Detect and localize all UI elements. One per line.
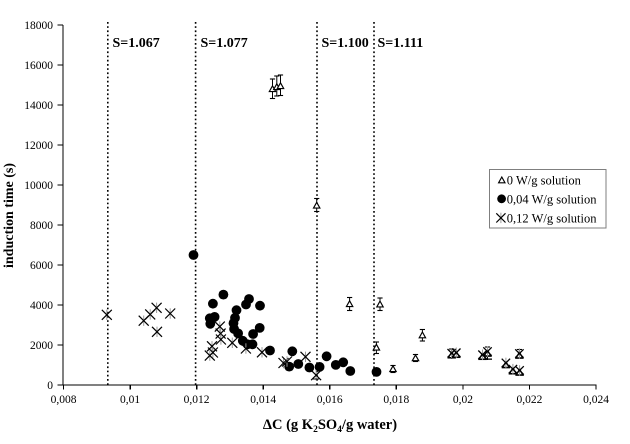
svg-text:0,014: 0,014 xyxy=(250,394,276,406)
svg-text:14000: 14000 xyxy=(24,100,53,112)
svg-text:0,016: 0,016 xyxy=(317,394,343,406)
svg-text:10000: 10000 xyxy=(24,180,53,192)
svg-text:0,018: 0,018 xyxy=(383,394,409,406)
svg-text:S=1.077: S=1.077 xyxy=(201,36,248,51)
svg-text:S=1.067: S=1.067 xyxy=(113,36,160,51)
svg-text:S=1.111: S=1.111 xyxy=(378,36,424,51)
svg-text:induction time (s): induction time (s) xyxy=(2,163,17,268)
svg-text:0,024: 0,024 xyxy=(583,394,609,406)
svg-text:8000: 8000 xyxy=(30,220,53,232)
svg-text:16000: 16000 xyxy=(24,60,53,72)
svg-text:0,02: 0,02 xyxy=(453,394,473,406)
svg-text:0,12 W/g solution: 0,12 W/g solution xyxy=(507,212,597,226)
svg-text:0,04 W/g solution: 0,04 W/g solution xyxy=(507,193,597,207)
svg-text:ΔC (g K2SO4/g water): ΔC (g K2SO4/g water) xyxy=(263,417,397,435)
svg-text:12000: 12000 xyxy=(24,140,53,152)
svg-text:0: 0 xyxy=(47,380,53,392)
svg-text:0,022: 0,022 xyxy=(516,394,542,406)
svg-text:0,01: 0,01 xyxy=(120,394,140,406)
svg-text:S=1.100: S=1.100 xyxy=(322,36,369,51)
svg-text:0,012: 0,012 xyxy=(184,394,210,406)
svg-text:18000: 18000 xyxy=(24,20,53,32)
svg-text:4000: 4000 xyxy=(30,300,53,312)
svg-text:0 W/g solution: 0 W/g solution xyxy=(507,174,582,188)
svg-text:2000: 2000 xyxy=(30,340,53,352)
svg-text:0,008: 0,008 xyxy=(51,394,77,406)
svg-text:6000: 6000 xyxy=(30,260,53,272)
